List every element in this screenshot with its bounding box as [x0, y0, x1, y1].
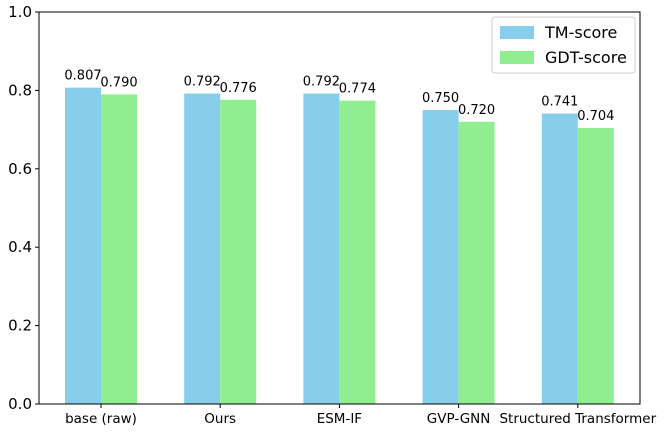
y-tick-label-1-0: 1.0 [8, 3, 32, 21]
bars-layer [65, 87, 614, 405]
bar-gdt-score-base-raw [101, 94, 137, 404]
x-tick-label-ours: Ours [204, 411, 236, 427]
bar-gdt-score-structured-transformer [577, 128, 614, 405]
data-label-tm-score-structured-transformer: 0.741 [541, 95, 578, 110]
x-tick-label-structured-transformer: Structured Transformer [499, 411, 656, 427]
data-label-gdt-score-ours: 0.776 [220, 81, 257, 96]
data-label-gdt-score-gvp-gnn: 0.720 [458, 103, 495, 118]
bar-gdt-score-gvp-gnn [458, 121, 495, 404]
legend-label-gdt-score: GDT-score [545, 48, 627, 67]
data-label-gdt-score-esm-if: 0.774 [339, 82, 376, 97]
bar-gdt-score-ours [220, 99, 257, 405]
y-tick-label-0-6: 0.6 [8, 160, 32, 178]
x-tick-label-esm-if: ESM-IF [317, 411, 362, 427]
x-tick-label-base-raw: base (raw) [65, 411, 137, 427]
x-tick-label-gvp-gnn: GVP-GNN [427, 411, 491, 427]
data-label-gdt-score-base-raw: 0.790 [100, 75, 137, 90]
data-label-tm-score-base-raw: 0.807 [64, 69, 101, 84]
bar-tm-score-gvp-gnn [422, 110, 459, 404]
data-label-gdt-score-structured-transformer: 0.704 [577, 109, 614, 124]
bar-tm-score-structured-transformer [541, 113, 578, 404]
legend-swatch-tm-score [500, 26, 534, 39]
plot-frame [38, 11, 641, 405]
bar-tm-score-esm-if [303, 93, 340, 404]
bar-tm-score-ours [184, 93, 221, 404]
legend-label-tm-score: TM-score [544, 23, 617, 42]
y-tick-label-0-4: 0.4 [8, 238, 32, 256]
y-axis: 0.0 0.2 0.4 0.6 0.8 1.0 [8, 3, 39, 413]
data-label-tm-score-ours: 0.792 [184, 75, 221, 90]
y-tick-label-0-2: 0.2 [8, 317, 32, 335]
x-axis: base (raw) Ours ESM-IF GVP-GNN Structured Tr… [65, 404, 657, 427]
y-tick-label-0-8: 0.8 [8, 81, 32, 99]
data-label-tm-score-gvp-gnn: 0.750 [422, 91, 459, 106]
legend-swatch-gdt-score [500, 51, 534, 64]
bar-gdt-score-esm-if [339, 100, 376, 404]
bar-tm-score-base-raw [65, 87, 101, 404]
y-tick-label-0-0: 0.0 [8, 395, 32, 413]
data-label-tm-score-esm-if: 0.792 [303, 75, 340, 90]
legend: TM-score GDT-score [491, 16, 636, 74]
